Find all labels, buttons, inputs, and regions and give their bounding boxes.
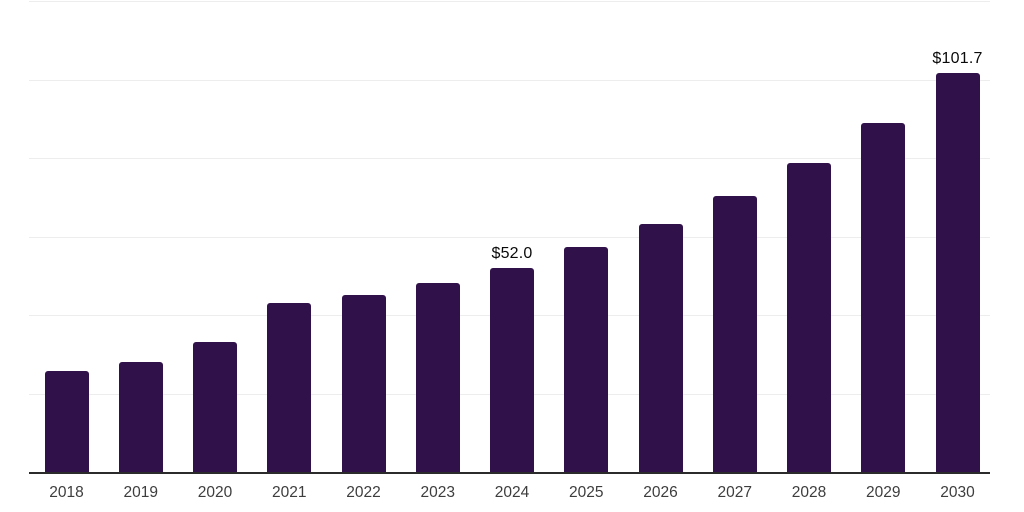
bar-2019 xyxy=(118,361,163,472)
bar-2020 xyxy=(193,342,237,472)
bar-2030 xyxy=(935,72,980,472)
bar-2023 xyxy=(415,282,460,472)
bar-value-label: $101.7 xyxy=(932,49,983,67)
bar-value-label: $52.0 xyxy=(491,244,533,262)
gridline xyxy=(29,79,990,81)
x-tick-label: 2029 xyxy=(866,484,901,501)
x-tick-label: 2022 xyxy=(346,484,381,501)
bar-2028 xyxy=(787,163,831,472)
x-tick-label: 2021 xyxy=(272,484,307,501)
x-tick-label: 2024 xyxy=(494,484,530,501)
bar-2021 xyxy=(267,302,312,472)
gridline xyxy=(29,1,990,2)
x-tick-label: 2028 xyxy=(791,484,827,501)
bar-2022 xyxy=(341,295,386,472)
x-tick-label: 2026 xyxy=(643,484,678,501)
x-tick-label: 2030 xyxy=(940,484,975,501)
bar-2025 xyxy=(564,247,609,472)
x-tick-label: 2027 xyxy=(717,484,752,501)
plot-area: $52.0 $101.7 xyxy=(29,1,990,474)
bar-2029 xyxy=(861,122,906,472)
x-tick-label: 2023 xyxy=(420,484,455,501)
x-tick-label: 2019 xyxy=(123,484,158,501)
gridline xyxy=(29,158,990,159)
gridline xyxy=(29,236,990,238)
x-tick-label: 2025 xyxy=(569,484,604,501)
bar-2027 xyxy=(712,196,757,472)
x-tick-label: 2018 xyxy=(49,484,84,501)
bar-2018 xyxy=(44,371,89,472)
x-tick-label: 2020 xyxy=(197,484,233,501)
x-axis: 2018 2019 2020 2021 2022 2023 2024 2025 2026 2027… xyxy=(29,484,990,506)
bar-2026 xyxy=(638,223,683,472)
bar-2024 xyxy=(490,267,534,472)
